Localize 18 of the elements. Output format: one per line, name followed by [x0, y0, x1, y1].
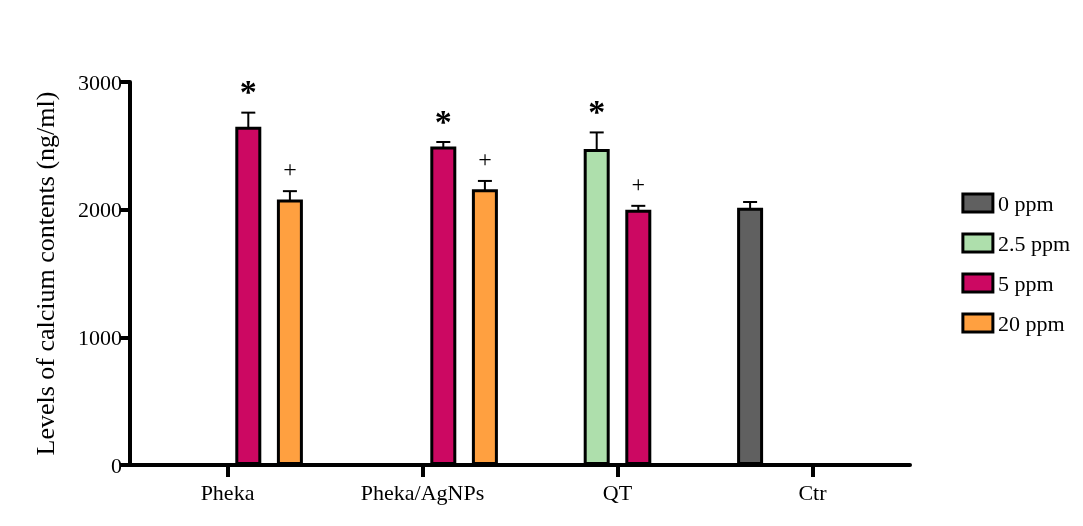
legend-label: 5 ppm	[997, 270, 1054, 296]
data-label: +	[283, 156, 297, 183]
data-label: +	[478, 145, 492, 172]
x-tick-label: QT	[602, 479, 633, 505]
data-label: *	[239, 73, 257, 111]
y-tick-label: 3000	[78, 69, 122, 95]
x-tick-label: Ctr	[798, 479, 828, 505]
legend-label: 20 ppm	[997, 310, 1065, 336]
legend-label: 2.5 ppm	[997, 230, 1071, 256]
legend-label: 0 ppm	[997, 190, 1054, 216]
data-label: *	[588, 92, 606, 130]
x-tick-label: Pheka/AgNPs	[360, 479, 485, 505]
x-tick-label: Pheka	[200, 479, 255, 505]
data-label: *	[434, 102, 452, 140]
y-tick-label: 2000	[78, 197, 122, 223]
y-tick-label: 1000	[78, 324, 122, 350]
y-axis-title: Levels of calcium contents (ng/ml)	[30, 91, 60, 456]
data-label: +	[631, 170, 646, 197]
